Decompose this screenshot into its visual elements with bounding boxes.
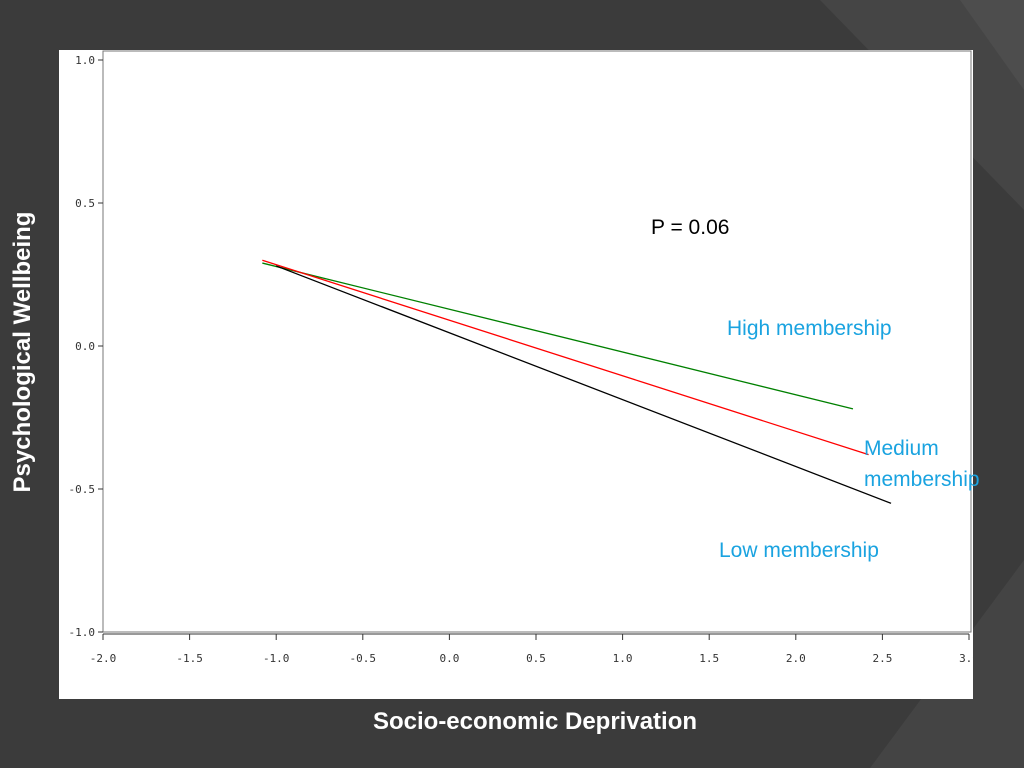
y-tick-label: 1.0 (75, 54, 95, 67)
axes: 1.0 0.5 0.0 -0.5 -1.0 -2.0 -1.5 -1.0 -0.5 0.0 0.5 1… (69, 50, 973, 665)
low-membership-label: Low membership (719, 539, 879, 562)
line-chart: 1.0 0.5 0.0 -0.5 -1.0 -2.0 -1.5 -1.0 -0.5 0.0 0.5 1… (69, 50, 973, 665)
y-axis-label: Psychological Wellbeing (9, 211, 36, 493)
plot-frame (102, 50, 972, 633)
medium-membership-label-line2: membership (864, 468, 980, 491)
y-tick-label: 0.0 (75, 340, 95, 353)
x-tick-label: 1.0 (613, 652, 633, 665)
x-tick-label: -0.5 (350, 652, 377, 665)
y-tick-label: -0.5 (69, 483, 96, 496)
y-tick-label: 0.5 (75, 197, 95, 210)
series-line-2 (275, 265, 892, 504)
high-membership-label: High membership (727, 317, 892, 340)
series-line-0 (262, 262, 854, 410)
x-tick-label: 0.0 (439, 652, 459, 665)
x-tick-label: -1.0 (263, 652, 290, 665)
x-tick-label: 1.5 (699, 652, 719, 665)
y-tick-label: -1.0 (69, 626, 96, 639)
x-tick-label: -1.5 (176, 652, 203, 665)
x-tick-label: 0.5 (526, 652, 546, 665)
p-value-annotation: P = 0.06 (651, 216, 730, 239)
x-tick-label: 2.0 (786, 652, 806, 665)
x-tick-label: -2.0 (90, 652, 117, 665)
medium-membership-label-line1: Medium (864, 437, 939, 460)
x-tick-label: 2.5 (872, 652, 892, 665)
series-layer (262, 259, 892, 504)
x-tick-label: 3.0 (959, 652, 973, 665)
x-axis-label: Socio-economic Deprivation (372, 708, 698, 735)
plot-panel: 1.0 0.5 0.0 -0.5 -1.0 -2.0 -1.5 -1.0 -0.5 0.0 0.5 1… (59, 50, 973, 699)
series-line-1 (262, 259, 869, 456)
